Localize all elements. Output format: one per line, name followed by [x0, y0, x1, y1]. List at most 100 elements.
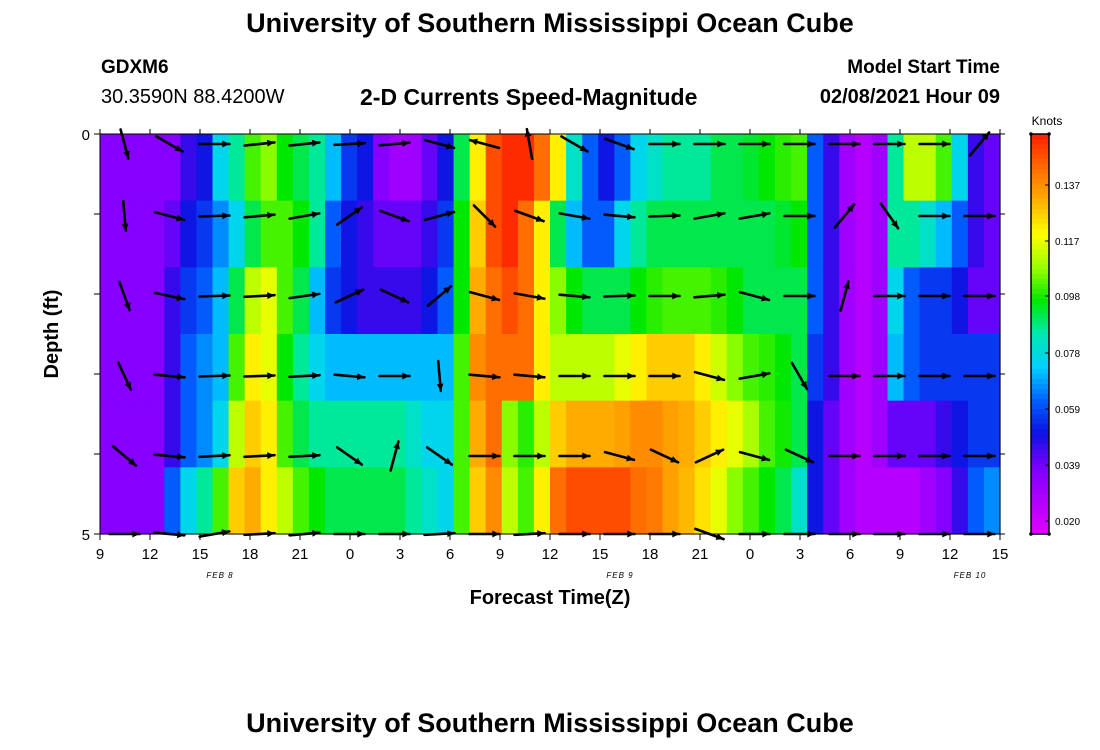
colorbar-segment: [1031, 304, 1049, 310]
heatmap-cell: [518, 334, 535, 401]
heatmap-cell: [695, 201, 712, 268]
heatmap-cell: [984, 267, 1001, 334]
colorbar-corner: [1029, 132, 1033, 136]
colorbar-segment: [1031, 204, 1049, 210]
colorbar-segment: [1031, 399, 1049, 405]
heatmap-cell: [116, 267, 133, 334]
heatmap-cell: [823, 267, 840, 334]
heatmap-cell: [807, 334, 824, 401]
heatmap-cell: [100, 267, 117, 334]
colorbar-segment: [1031, 524, 1049, 530]
heatmap-cell: [245, 334, 262, 401]
heatmap-cell: [968, 267, 985, 334]
heatmap-cell: [823, 201, 840, 268]
heatmap-cell: [470, 467, 487, 534]
heatmap-cell: [807, 267, 824, 334]
heatmap-cell: [261, 201, 278, 268]
heatmap-cell: [148, 467, 165, 534]
heatmap-cell: [196, 334, 213, 401]
x-tick-label: 15: [992, 546, 1009, 563]
heatmap-cell: [293, 401, 310, 468]
colorbar-segment: [1031, 444, 1049, 450]
heatmap-cell: [470, 334, 487, 401]
heatmap-cell: [582, 267, 599, 334]
heatmap-cell: [132, 201, 149, 268]
colorbar-segment: [1031, 319, 1049, 325]
heatmap-cell: [630, 201, 647, 268]
heatmap-cell: [164, 267, 181, 334]
colorbar-segment: [1031, 379, 1049, 385]
colorbar-segment: [1031, 419, 1049, 425]
heatmap-cell: [968, 134, 985, 201]
heatmap-cell: [148, 267, 165, 334]
colorbar-tick-label: 0.039: [1055, 461, 1080, 472]
heatmap-cell: [614, 267, 631, 334]
heatmap-cell: [180, 467, 197, 534]
heatmap-cell: [711, 201, 728, 268]
heatmap-cell: [421, 401, 438, 468]
heatmap-cell: [421, 467, 438, 534]
colorbar-segment: [1031, 259, 1049, 265]
heatmap-cell: [389, 401, 406, 468]
colorbar-segment: [1031, 344, 1049, 350]
heatmap-cell: [373, 267, 390, 334]
colorbar-segment: [1031, 159, 1049, 165]
colorbar-segment: [1031, 299, 1049, 305]
heatmap-cell: [711, 401, 728, 468]
heatmap-cell: [646, 467, 663, 534]
heatmap-cell: [711, 467, 728, 534]
heatmap-cell: [470, 401, 487, 468]
colorbar-segment: [1031, 364, 1049, 370]
colorbar-segment: [1031, 164, 1049, 170]
heatmap-cell: [309, 334, 326, 401]
heatmap-cell: [984, 134, 1001, 201]
heatmap-cell: [679, 201, 696, 268]
colorbar-segment: [1031, 394, 1049, 400]
colorbar-tick-label: 0.059: [1055, 405, 1080, 416]
heatmap-cell: [309, 267, 326, 334]
heatmap-cell: [679, 334, 696, 401]
heatmap-cell: [229, 201, 246, 268]
colorbar-segment: [1031, 489, 1049, 495]
heatmap-cell: [904, 134, 921, 201]
heatmap-cell: [502, 334, 519, 401]
colorbar-segment: [1031, 494, 1049, 500]
heatmap-cell: [855, 334, 872, 401]
heatmap-cell: [277, 134, 294, 201]
heatmap-cell: [309, 467, 326, 534]
x-tick-label: 3: [796, 546, 804, 563]
colorbar-segment: [1031, 279, 1049, 285]
heatmap-cell: [454, 201, 471, 268]
heatmap-cell: [454, 401, 471, 468]
heatmap-cell: [614, 467, 631, 534]
heatmap-cell: [100, 467, 117, 534]
heatmap-cell: [920, 201, 937, 268]
colorbar-segment: [1031, 354, 1049, 360]
colorbar-segment: [1031, 209, 1049, 215]
colorbar-segment: [1031, 374, 1049, 380]
heatmap-cell: [839, 267, 856, 334]
heatmap-cell: [518, 134, 535, 201]
heatmap-cell: [711, 334, 728, 401]
heatmap-cell: [550, 401, 567, 468]
heatmap-cell: [502, 401, 519, 468]
heatmap-cell: [807, 467, 824, 534]
heatmap-cell: [920, 467, 937, 534]
heatmap-cell: [775, 334, 792, 401]
heatmap-cell: [534, 201, 551, 268]
heatmap-cell: [968, 201, 985, 268]
heatmap-cell: [470, 267, 487, 334]
colorbar-segment: [1031, 499, 1049, 505]
heatmap-cell: [148, 334, 165, 401]
heatmap-cell: [116, 334, 133, 401]
heatmap-cell: [357, 401, 374, 468]
heatmap-cell: [518, 201, 535, 268]
colorbar-segment: [1031, 284, 1049, 290]
heatmap-cell: [759, 334, 776, 401]
heatmap-cell: [598, 467, 615, 534]
heatmap-cell: [229, 134, 246, 201]
heatmap-cell: [952, 401, 969, 468]
colorbar-segment: [1031, 169, 1049, 175]
colorbar-tick-label: 0.078: [1055, 349, 1080, 360]
heatmap-cell: [245, 467, 262, 534]
